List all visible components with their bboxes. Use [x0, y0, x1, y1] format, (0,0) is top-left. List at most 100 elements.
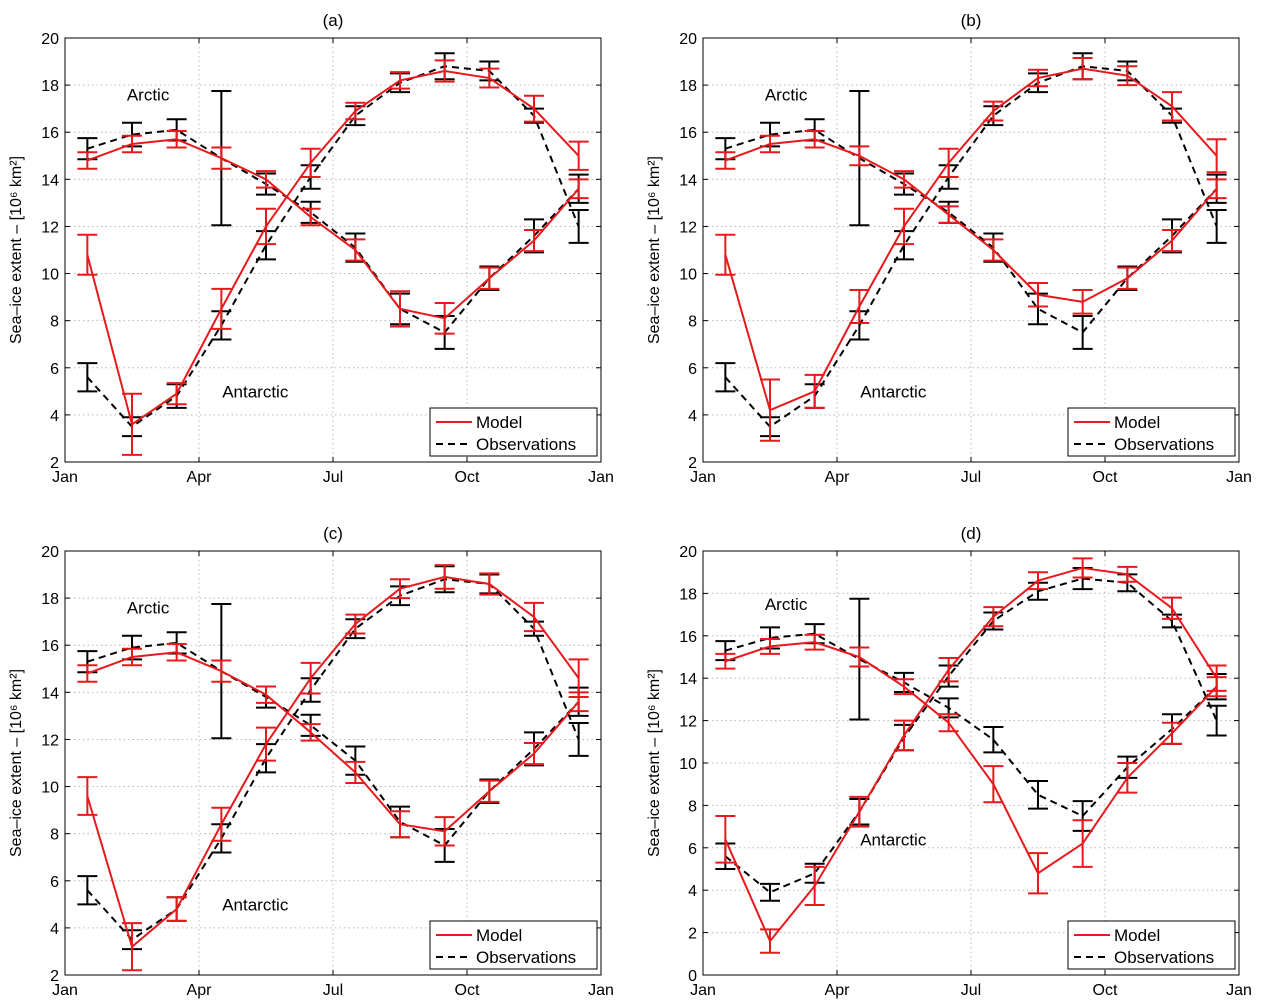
error-bar: [983, 100, 1004, 122]
axes-frame: [702, 550, 1240, 976]
y-tick-label: 2: [50, 455, 59, 472]
error-bar: [938, 713, 959, 733]
error-bar: [804, 130, 825, 149]
error-bar: [849, 795, 870, 828]
error-bar: [568, 658, 589, 699]
x-tick-label: Jan: [588, 982, 614, 999]
x-tick-label: Apr: [187, 469, 213, 486]
error-bar: [300, 207, 321, 227]
error-bar: [77, 664, 98, 683]
error-bar: [760, 378, 780, 442]
y-tick-label: 18: [679, 586, 697, 603]
error-bar: [760, 637, 780, 655]
x-tick-label: Oct: [1093, 982, 1118, 999]
error-bar: [1117, 762, 1138, 794]
error-bar: [479, 266, 500, 290]
error-bar: [894, 170, 914, 189]
error-bar: [1028, 852, 1048, 895]
series-model-antarctic: [77, 564, 589, 972]
error-bar: [983, 765, 1004, 804]
legend-box: [429, 407, 598, 457]
y-tick-label: 18: [679, 78, 697, 95]
error-bar: [345, 760, 366, 785]
series-line: [725, 632, 1218, 818]
series-model-arctic: [715, 633, 1227, 895]
error-bar: [524, 601, 544, 633]
error-bar: [524, 741, 544, 766]
error-bar: [1206, 178, 1227, 200]
legend-obs-label: Observations: [476, 948, 576, 967]
series-model-antarctic: [77, 59, 589, 456]
y-tick-label: 4: [50, 921, 59, 938]
arctic-label: Arctic: [127, 86, 170, 105]
chart-panel-c: 2 4 6 8 10 12 14 16 18 20 Jan Apr Jul Oct Jan (c) Sea–ic…: [8, 524, 614, 999]
y-tick-label: 10: [41, 267, 59, 284]
error-bar: [1028, 780, 1048, 810]
error-bar: [77, 875, 98, 906]
error-bar: [894, 678, 914, 696]
error-bar: [479, 572, 500, 596]
error-bar: [77, 362, 98, 393]
error-bar: [804, 865, 825, 907]
y-tick-label: 14: [41, 685, 59, 702]
error-bar: [390, 290, 410, 328]
x-tick-label: Apr: [825, 982, 851, 999]
y-tick-label: 16: [41, 125, 59, 142]
y-tick-label: 6: [50, 361, 59, 378]
x-tick-label: Jul: [323, 982, 343, 999]
y-tick-label: 12: [41, 219, 59, 236]
x-tick-label: Jul: [323, 469, 343, 486]
y-tick-label: 20: [679, 31, 697, 48]
error-bar: [894, 207, 914, 246]
x-tick-label: Jan: [690, 469, 716, 486]
y-tick-label: 12: [679, 219, 697, 236]
series-model-antarctic: [715, 557, 1227, 954]
y-tick-label: 20: [41, 31, 59, 48]
series-line: [725, 138, 1218, 303]
x-tick-label: Jan: [52, 469, 78, 486]
antarctic-label: Antarctic: [222, 382, 289, 401]
antarctic-label: Antarctic: [222, 895, 289, 914]
error-bar: [211, 146, 232, 170]
y-tick-label: 8: [50, 827, 59, 844]
error-bar: [1117, 565, 1138, 583]
y-tick-label: 0: [688, 968, 697, 985]
axes-frame: [702, 37, 1240, 463]
error-bar: [1162, 596, 1182, 620]
y-axis-label: Sea–ice extent – [10⁶ km²]: [8, 156, 25, 344]
y-tick-label: 14: [679, 671, 697, 688]
panel-title: (b): [961, 11, 982, 30]
antarctic-label: Antarctic: [860, 382, 927, 401]
legend-box: [1067, 407, 1236, 457]
x-tick-label: Jul: [961, 469, 981, 486]
error-bar: [760, 134, 780, 154]
error-bar: [1162, 721, 1182, 745]
error-bar: [434, 59, 455, 83]
error-bar: [211, 287, 232, 330]
y-tick-label: 8: [688, 798, 697, 815]
error-bar: [122, 647, 142, 667]
x-tick-label: Jul: [961, 982, 981, 999]
series-line: [724, 566, 1218, 943]
x-tick-label: Oct: [1093, 469, 1118, 486]
x-tick-label: Jan: [1226, 469, 1252, 486]
error-bar: [715, 652, 736, 670]
error-bar: [1162, 228, 1182, 253]
error-bar: [568, 140, 589, 171]
error-bar: [77, 233, 98, 276]
x-tick-label: Oct: [455, 469, 480, 486]
arctic-label: Arctic: [127, 599, 170, 618]
chart-panel-a: 2 4 6 8 10 12 14 16 18 20 Jan Apr Jul Oct Jan (a) Sea–ic…: [8, 11, 614, 486]
x-tick-label: Jan: [1226, 982, 1252, 999]
error-bar: [804, 633, 825, 651]
series-line: [87, 651, 580, 833]
x-tick-label: Oct: [455, 982, 480, 999]
error-bar: [1117, 65, 1138, 87]
error-bar: [166, 896, 187, 922]
error-bar: [434, 816, 455, 847]
legend-obs-label: Observations: [476, 435, 576, 454]
series-model-arctic: [77, 643, 589, 847]
error-bar: [568, 208, 589, 244]
y-tick-label: 16: [679, 125, 697, 142]
